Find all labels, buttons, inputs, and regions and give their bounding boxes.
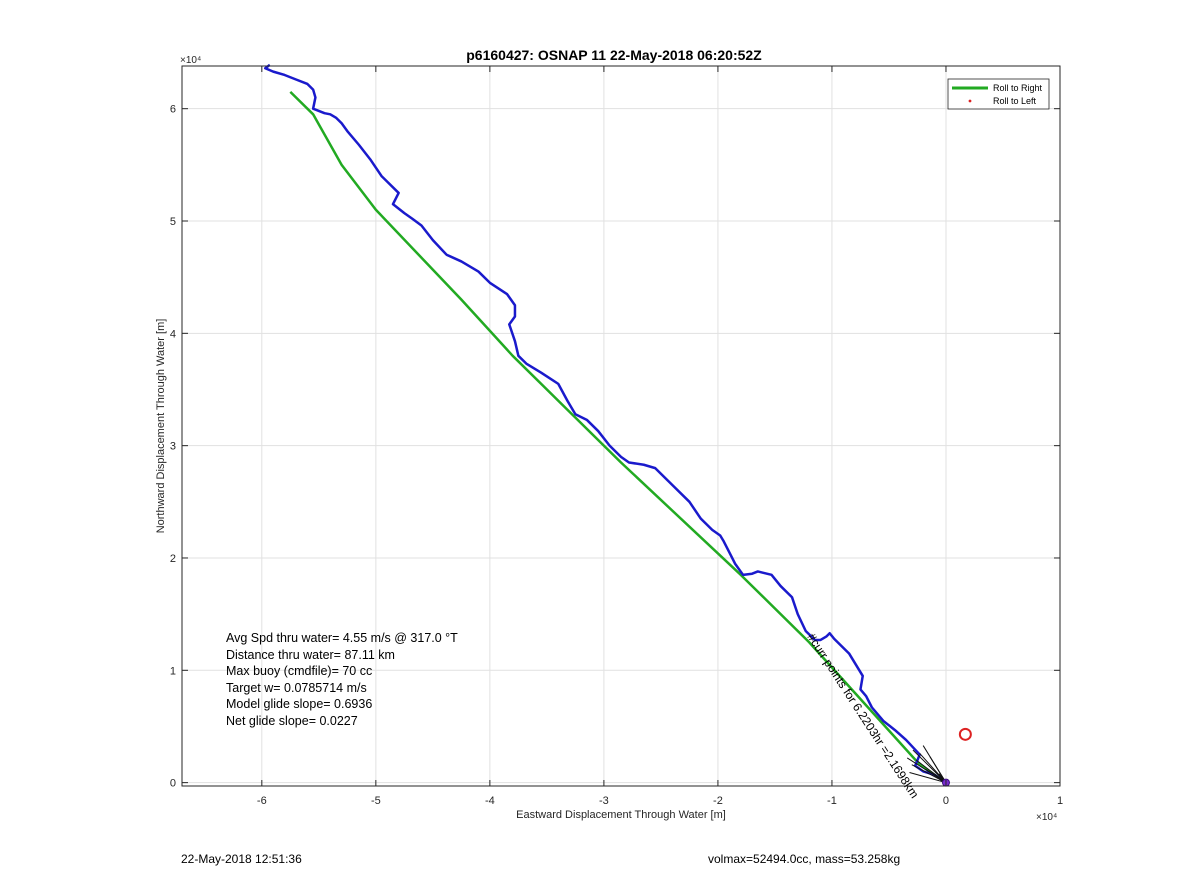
- stat-net-glide-slope: Net glide slope= 0.0227: [226, 713, 358, 728]
- current-vector: [906, 757, 947, 784]
- stat-max-buoy: Max buoy (cmdfile)= 70 cc: [226, 664, 373, 678]
- y-tick-label: 0: [170, 778, 176, 790]
- stat-target-w: Target w= 0.0785714 m/s: [226, 680, 367, 695]
- x-tick-label: -3: [599, 795, 609, 807]
- x-tick-label: 0: [943, 795, 949, 807]
- legend: Roll to Right Roll to Left: [947, 78, 1050, 110]
- chart-title: p6160427: OSNAP 11 22-May-2018 06:20:52Z: [466, 47, 762, 63]
- tick-marks: [182, 66, 1061, 786]
- current-vector: [912, 749, 947, 783]
- y-tick-label: 3: [170, 441, 176, 453]
- x-tick-label: -2: [713, 795, 723, 807]
- stats-block: Avg Spd thru water= 4.55 m/s @ 317.0 °T …: [226, 630, 458, 729]
- legend-box: [947, 78, 1050, 110]
- plot-frame: [181, 65, 1061, 787]
- y-tick-label: 5: [170, 216, 176, 228]
- series-roll-to-right-line: [289, 90, 947, 784]
- stat-model-glide-slope: Model glide slope= 0.6936: [226, 697, 373, 711]
- current-vector: [909, 772, 947, 784]
- legend-swatch-roll-left: [968, 99, 972, 103]
- legend-label-roll-left: Roll to Left: [993, 96, 1037, 106]
- stat-distance: Distance thru water= 87.11 km: [226, 647, 395, 662]
- plot-background: [182, 66, 1060, 786]
- x-tick-label: -6: [257, 795, 267, 807]
- series-displacement-track: [263, 63, 947, 784]
- current-vector: [922, 745, 947, 783]
- y-tick-label: 4: [170, 328, 176, 340]
- y-axis-label: Northward Displacement Through Water [m]: [155, 319, 167, 534]
- current-vector: [911, 764, 947, 784]
- data-series: [263, 63, 972, 787]
- x-tick-label: -4: [485, 795, 495, 807]
- footer-timestamp: 22-May-2018 12:51:36: [181, 852, 302, 866]
- stat-avg-speed: Avg Spd thru water= 4.55 m/s @ 317.0 °T: [226, 631, 458, 645]
- x-exponent-label: ×10⁴: [1036, 812, 1057, 823]
- y-tick-label: 2: [170, 553, 176, 565]
- x-tick-label: -5: [371, 795, 381, 807]
- x-tick-label: 1: [1057, 795, 1063, 807]
- legend-label-roll-right: Roll to Right: [993, 83, 1043, 93]
- footer-mass-info: volmax=52494.0cc, mass=53.258kg: [708, 852, 901, 866]
- y-exponent-label: ×10⁴: [180, 55, 201, 66]
- tick-labels: -6 -5 -4 -3 -2 -1 0 1 0 1 2 3 4 5 6: [170, 104, 1063, 807]
- x-tick-label: -1: [827, 795, 837, 807]
- roll-to-left-point: [958, 727, 972, 741]
- x-axis-label: Eastward Displacement Through Water [m]: [516, 809, 726, 821]
- y-tick-label: 6: [170, 104, 176, 116]
- y-tick-label: 1: [170, 665, 176, 677]
